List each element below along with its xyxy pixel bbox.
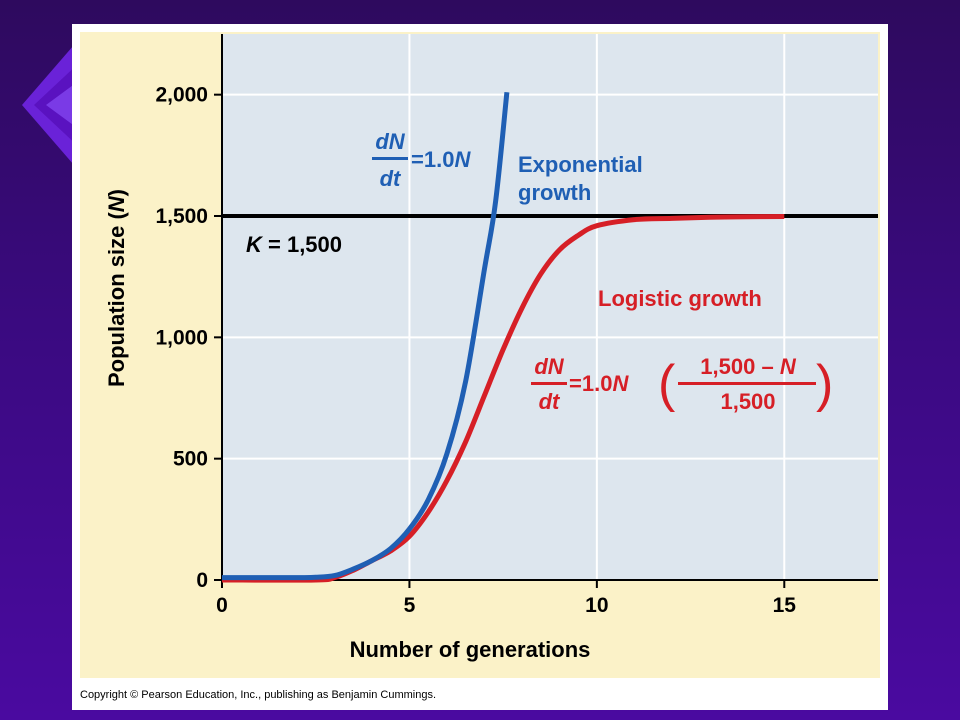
copyright-notice: Copyright © Pearson Education, Inc., pub…: [80, 689, 437, 701]
y-axis-label-var: N: [104, 195, 129, 212]
logistic-eq-right-paren: ): [816, 355, 833, 413]
y-axis-label: Population size (N): [104, 189, 129, 387]
y-axis-label-suffix: ): [104, 189, 129, 196]
logistic-equation: dN dt =1.0N ( 1,500 – N 1,500 ): [531, 354, 833, 414]
y-tick-label: 500: [173, 448, 208, 471]
logistic-eq-rhs-var: N: [612, 371, 629, 396]
exponential-eq-rhs: =1.0N: [411, 147, 471, 172]
logistic-eq-inner-denominator: 1,500: [720, 389, 775, 414]
y-tick-label: 1,000: [155, 326, 208, 349]
carrying-capacity-var: K: [246, 232, 264, 257]
carrying-capacity-label: K = 1,500: [246, 232, 342, 257]
tick-labels: 0 5 10 15 0 500 1,000 1,500 2,000: [155, 84, 796, 617]
logistic-eq-rhs-prefix: =1.0: [569, 371, 612, 396]
logistic-eq-inner-fraction-bar: [678, 382, 816, 385]
exponential-label-line-2: growth: [518, 180, 591, 205]
x-tick-label: 15: [773, 594, 797, 617]
plot-area: [222, 34, 878, 580]
exponential-growth-line: [222, 91, 510, 581]
logistic-vs-exponential-chart: 0 5 10 15 0 500 1,000 1,500 2,000 Number of gene…: [80, 32, 880, 678]
figure-card: 0 5 10 15 0 500 1,000 1,500 2,000 Number of gene…: [72, 24, 888, 710]
logistic-eq-inner-numerator: 1,500 – N: [700, 354, 797, 379]
logistic-growth-label: Logistic growth: [598, 286, 762, 311]
exponential-equation: dN dt =1.0N: [372, 129, 471, 191]
logistic-eq-inner-numerator-prefix: 1,500 –: [700, 354, 780, 379]
carrying-capacity-value: = 1,500: [262, 232, 342, 257]
exponential-growth-label: Exponential growth: [518, 152, 643, 205]
exponential-eq-rhs-var: N: [454, 147, 471, 172]
x-axis-label: Number of generations: [350, 637, 591, 662]
logistic-eq-rhs: =1.0N: [569, 371, 629, 396]
exponential-eq-denominator: dt: [380, 166, 402, 191]
exponential-eq-numerator: dN: [375, 129, 405, 154]
y-axis-label-prefix: Population size (: [104, 212, 129, 387]
y-tick-label: 0: [196, 569, 208, 592]
x-tick-label: 0: [216, 594, 228, 617]
y-tick-label: 1,500: [155, 205, 208, 228]
diamond-arrow-decoration: [22, 38, 80, 172]
exponential-eq-fraction-bar: [372, 157, 408, 160]
exponential-eq-rhs-prefix: =1.0: [411, 147, 454, 172]
logistic-eq-left-paren: (: [658, 355, 676, 413]
exponential-label-line-1: Exponential: [518, 152, 643, 177]
x-tick-label: 5: [404, 594, 416, 617]
x-tick-label: 10: [585, 594, 608, 617]
logistic-eq-fraction-bar: [531, 382, 567, 385]
series-lines: [221, 91, 878, 583]
logistic-eq-numerator: dN: [534, 354, 564, 379]
logistic-eq-denominator: dt: [539, 389, 561, 414]
logistic-eq-inner-numerator-var: N: [780, 354, 797, 379]
y-tick-label: 2,000: [155, 84, 208, 107]
